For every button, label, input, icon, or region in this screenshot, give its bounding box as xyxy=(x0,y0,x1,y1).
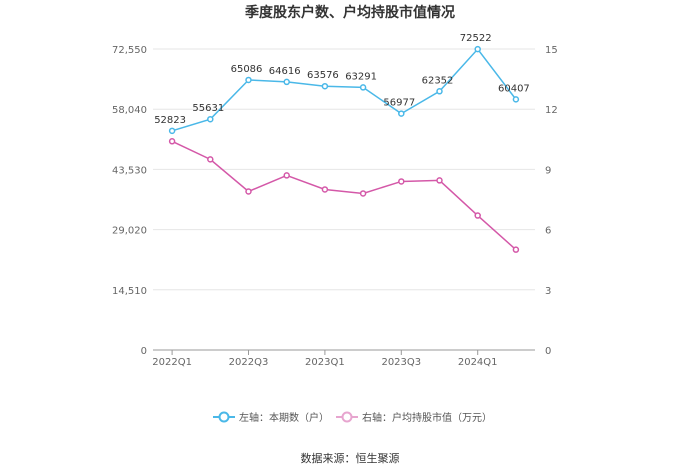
data-point xyxy=(359,190,367,197)
data-point xyxy=(474,212,481,219)
data-label: 72522 xyxy=(460,33,492,44)
chart-title: 季度股东户数、户均持股市值情况 xyxy=(244,4,455,21)
data-point xyxy=(207,115,214,123)
data-label: 65086 xyxy=(231,64,263,75)
data-point xyxy=(436,88,443,95)
left-tick-label: 14,510 xyxy=(112,286,147,297)
x-axis: 2022Q1 2022Q3 2023Q1 2023Q3 2024Q1 xyxy=(152,350,498,368)
data-label: 52823 xyxy=(154,115,186,126)
data-point xyxy=(245,188,252,195)
right-tick-label: 0 xyxy=(545,346,551,357)
legend-item-right-series[interactable]: 右轴：户均持股市值（万元） xyxy=(336,411,492,424)
data-point xyxy=(207,156,214,163)
data-point xyxy=(359,84,367,91)
data-point xyxy=(512,246,520,253)
data-source: 数据来源：恒生聚源 xyxy=(301,451,400,465)
right-tick-label: 6 xyxy=(545,226,551,237)
legend-marker-left-series xyxy=(218,411,230,423)
x-tick-label: 2024Q1 xyxy=(458,357,498,368)
data-point xyxy=(436,177,443,184)
data-point xyxy=(168,138,176,145)
x-tick-label: 2023Q1 xyxy=(305,357,345,368)
left-tick-label: 72,550 xyxy=(112,45,147,56)
data-label: 56977 xyxy=(383,98,415,109)
data-point xyxy=(398,110,405,117)
data-label: 55631 xyxy=(192,103,224,114)
data-label: 64616 xyxy=(269,66,301,77)
left-tick-label: 58,040 xyxy=(112,105,147,116)
data-label: 63291 xyxy=(345,71,377,82)
data-point xyxy=(474,45,481,53)
x-tick-label: 2022Q1 xyxy=(152,357,192,368)
right-tick-label: 12 xyxy=(545,105,558,116)
legend: 左轴：本期数（户） 右轴：户均持股市值（万元） xyxy=(213,411,492,424)
left-tick-label: 29,020 xyxy=(112,226,147,237)
data-point xyxy=(283,172,290,179)
right-tick-label: 9 xyxy=(545,165,551,176)
x-tick-label: 2022Q3 xyxy=(229,357,269,368)
right-tick-label: 15 xyxy=(545,45,558,56)
right-tick-label: 3 xyxy=(545,286,551,297)
data-labels: 52823 55631 65086 64616 63576 63291 56977 62352… xyxy=(154,33,530,126)
x-tick-label: 2023Q3 xyxy=(381,357,421,368)
data-point xyxy=(245,76,252,84)
series-line-right xyxy=(171,140,517,251)
data-point xyxy=(283,78,290,86)
grid-lines xyxy=(153,48,535,351)
data-label: 60407 xyxy=(498,83,530,94)
legend-marker-right-series xyxy=(341,411,353,423)
legend-label-right-series: 右轴：户均持股市值（万元） xyxy=(362,411,492,424)
data-label: 62352 xyxy=(422,75,454,86)
left-tick-label: 0 xyxy=(141,346,147,357)
data-point xyxy=(168,127,176,135)
data-point xyxy=(321,186,329,193)
data-point xyxy=(398,178,405,185)
left-axis-ticks: 0 14,510 29,020 43,530 58,040 72,550 xyxy=(112,45,147,357)
legend-item-left-series[interactable]: 左轴：本期数（户） xyxy=(213,411,329,424)
legend-label-left-series: 左轴：本期数（户） xyxy=(239,411,329,424)
left-tick-label: 43,530 xyxy=(112,165,147,176)
data-label: 63576 xyxy=(307,70,339,81)
series-lines xyxy=(168,45,520,253)
right-axis-ticks: 0 3 6 9 12 15 xyxy=(545,45,558,357)
series-line-left xyxy=(171,47,517,132)
data-point xyxy=(512,96,520,103)
data-point xyxy=(321,82,329,90)
